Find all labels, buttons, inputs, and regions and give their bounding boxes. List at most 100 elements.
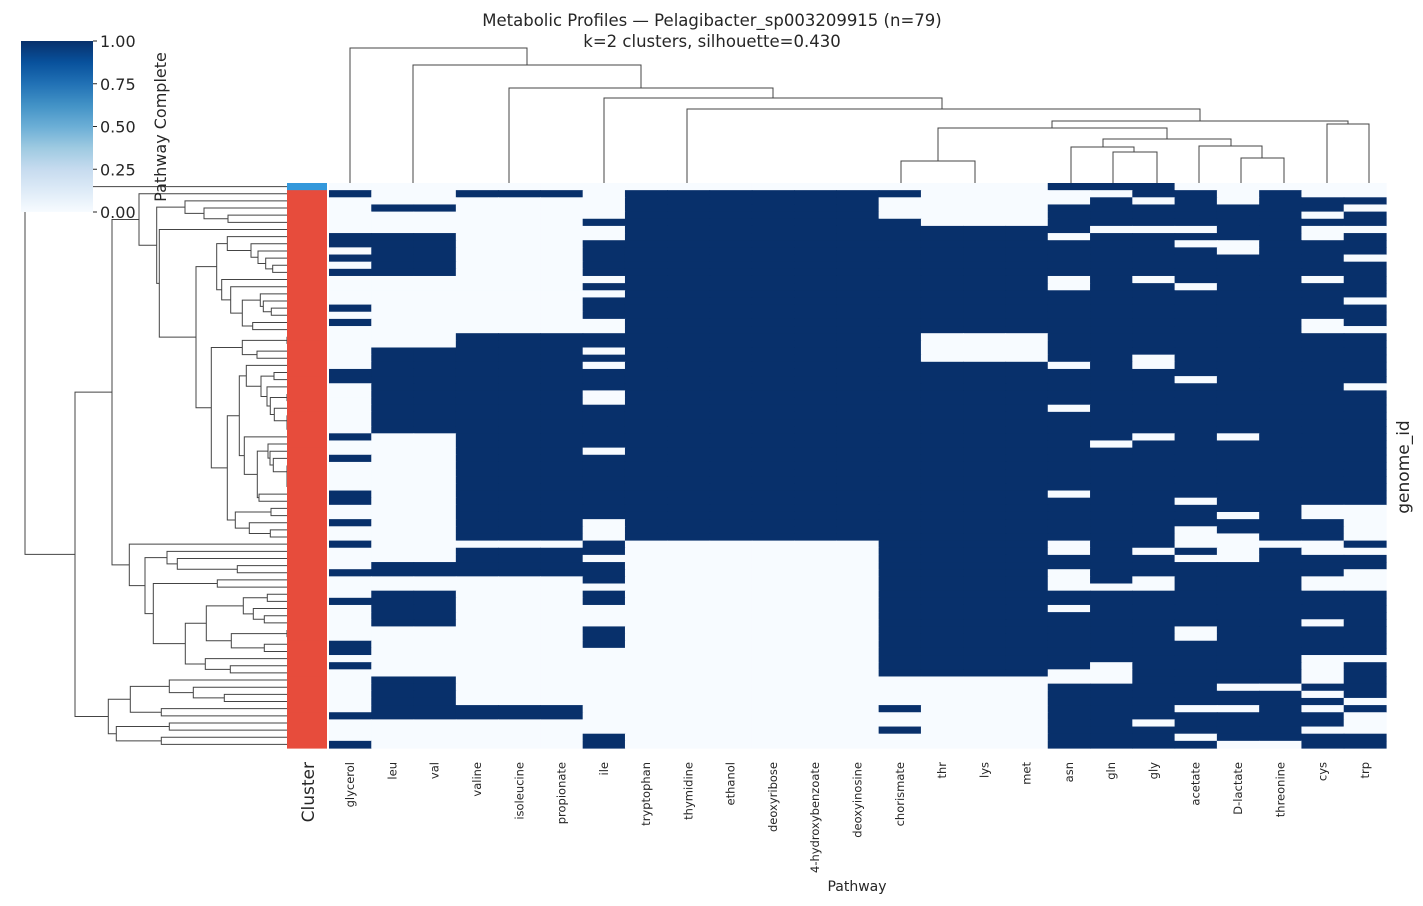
heatmap-cell (794, 740, 837, 749)
heatmap-cell (1090, 204, 1133, 213)
heatmap-cell (371, 304, 415, 313)
heatmap-cell (371, 705, 415, 713)
heatmap-cell (455, 719, 499, 728)
heatmap-cell (455, 318, 499, 327)
heatmap-cell (1343, 454, 1387, 463)
heatmap-cell (1047, 504, 1091, 513)
heatmap-cell (836, 469, 880, 477)
heatmap-cell (667, 197, 711, 206)
heatmap-cell (1301, 261, 1345, 270)
heatmap-cell (1216, 626, 1260, 635)
heatmap-cell (1005, 411, 1049, 420)
heatmap-cell (920, 390, 964, 399)
heatmap-cell (371, 533, 415, 542)
heatmap-cell (1005, 705, 1049, 713)
heatmap-cell (1174, 354, 1218, 363)
heatmap-cell (709, 204, 753, 213)
heatmap-cell (624, 683, 668, 692)
heatmap-cell (1005, 240, 1049, 248)
heatmap-cell (963, 318, 1007, 327)
heatmap-cell (1259, 569, 1303, 577)
heatmap-cell (751, 519, 795, 527)
heatmap-cell (624, 297, 668, 306)
heatmap-cell (1174, 225, 1218, 234)
heatmap-cell (1259, 340, 1303, 349)
heatmap-cell (667, 483, 711, 492)
heatmap-cell (794, 218, 837, 227)
heatmap-cell (455, 197, 499, 206)
heatmap-cell (1343, 633, 1387, 642)
heatmap-cell (709, 240, 753, 248)
heatmap-cell (1132, 719, 1176, 728)
heatmap-cell (413, 261, 457, 270)
heatmap-cell (794, 283, 837, 291)
heatmap-cell (1343, 368, 1387, 377)
heatmap-cell (963, 705, 1007, 713)
heatmap-cell (1301, 619, 1345, 628)
heatmap-cell (1132, 469, 1176, 477)
heatmap-cell (498, 190, 541, 198)
heatmap-cell (498, 497, 541, 506)
heatmap-cell (963, 647, 1007, 656)
cluster-color-cell (287, 461, 327, 470)
heatmap-cell (1132, 318, 1176, 327)
heatmap-cell (1259, 669, 1303, 678)
heatmap-cell (371, 519, 415, 527)
heatmap-cell (667, 740, 711, 749)
heatmap-cell (963, 497, 1007, 506)
cluster-color-cell (287, 333, 327, 341)
heatmap-cell (1132, 540, 1176, 549)
heatmap-cell (1343, 690, 1387, 699)
heatmap-cell (624, 361, 668, 370)
heatmap-cell (1047, 454, 1091, 463)
heatmap-cell (1343, 397, 1387, 406)
heatmap-cell (329, 662, 372, 670)
heatmap-cell (413, 469, 457, 477)
heatmap-cell (1301, 483, 1345, 492)
heatmap-cell (329, 397, 372, 406)
heatmap-cell (582, 311, 626, 320)
heatmap-cell (1132, 447, 1176, 456)
heatmap-cell (794, 612, 837, 620)
heatmap-cell (1047, 633, 1091, 642)
heatmap-cell (413, 354, 457, 363)
heatmap-cell (455, 533, 499, 542)
heatmap-cell (1216, 354, 1260, 363)
heatmap-cell (751, 647, 795, 656)
heatmap-cell (836, 433, 880, 442)
row-dendrogram-link (269, 397, 287, 416)
heatmap-cell (709, 669, 753, 678)
heatmap-cell (582, 318, 626, 327)
heatmap-cell (413, 683, 457, 692)
heatmap-cell (624, 633, 668, 642)
heatmap-cell (920, 411, 964, 420)
heatmap-cell (582, 604, 626, 613)
heatmap-cell (329, 261, 372, 270)
heatmap-cell (751, 726, 795, 735)
heatmap-cell (540, 383, 584, 392)
heatmap-cell (1174, 576, 1218, 585)
heatmap-cell (709, 233, 753, 241)
heatmap-cell (709, 604, 753, 613)
heatmap-cell (413, 390, 457, 399)
heatmap-cell (709, 190, 753, 198)
heatmap-cell (329, 519, 372, 527)
heatmap-cell (1174, 397, 1218, 406)
heatmap-cell (413, 590, 457, 599)
heatmap-cell (582, 697, 626, 706)
heatmap-cell (751, 297, 795, 306)
heatmap-cell (667, 304, 711, 313)
heatmap-cell (1174, 261, 1218, 270)
heatmap-cell (1216, 333, 1260, 341)
heatmap-cell (1259, 404, 1303, 413)
heatmap-cell (329, 340, 372, 349)
x-tick-label: deoxyribose (766, 762, 780, 832)
colorbar-gradient (21, 41, 93, 212)
heatmap-cell (1090, 461, 1133, 470)
heatmap-cell (329, 354, 372, 363)
row-dendrogram-link (229, 665, 287, 674)
heatmap-cell (1090, 640, 1133, 649)
heatmap-cell (1174, 497, 1218, 506)
row-dendrogram-link (74, 391, 112, 717)
heatmap-cell (1005, 726, 1049, 735)
